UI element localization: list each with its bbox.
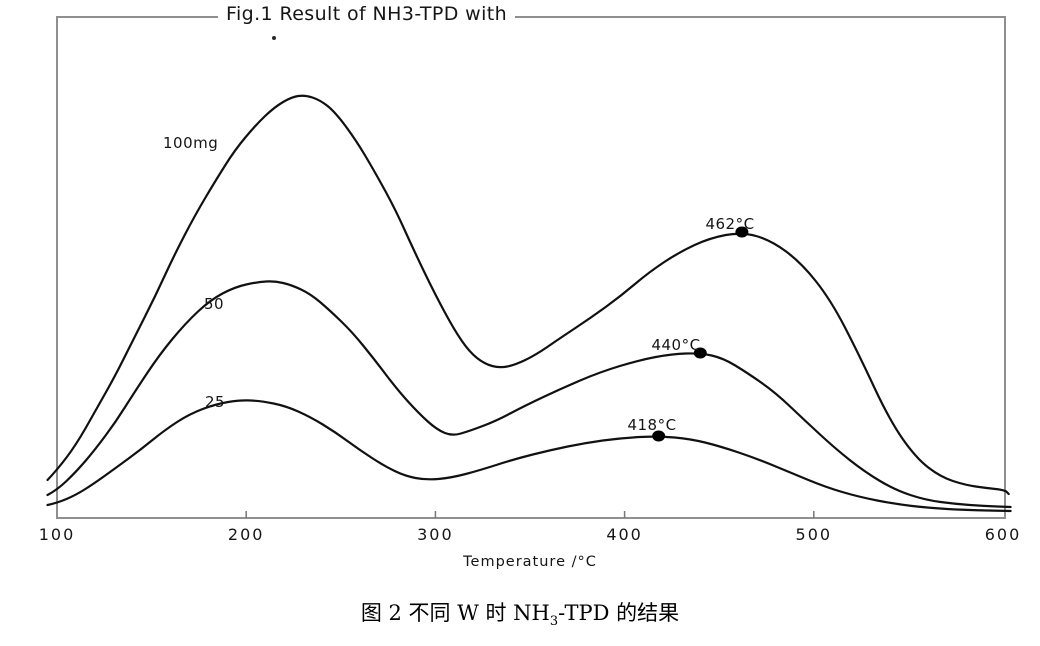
peak-label-100mg: 462°C: [705, 215, 754, 233]
peak-label-50: 440°C: [651, 336, 700, 354]
peak-marker-100mg: [735, 226, 749, 238]
plot-frame: [56, 16, 1006, 519]
peak-label-25: 418°C: [627, 416, 676, 434]
series-label-50: 50: [204, 295, 224, 313]
x-tick-label: 600: [985, 525, 1022, 544]
series-label-100mg: 100mg: [163, 134, 218, 152]
series-label-25: 25: [205, 393, 225, 411]
peak-marker-50: [693, 347, 707, 359]
caption-suffix: -TPD 的结果: [558, 601, 680, 625]
series-curve-25: [46, 399, 1012, 513]
stray-mark: [272, 36, 276, 40]
x-tick-label: 100: [39, 525, 76, 544]
series-curve-50: [46, 280, 1012, 509]
figure-caption: 图 2 不同 W 时 NH3-TPD 的结果: [0, 597, 1040, 629]
x-tick-label: 200: [228, 525, 265, 544]
peak-marker-25: [652, 430, 666, 442]
x-axis-label: Temperature /°C: [462, 554, 597, 570]
series-curve-100mg: [46, 94, 1010, 496]
chart-title: Fig.1 Result of NH3-TPD with: [218, 3, 516, 25]
x-tick-label: 400: [606, 525, 643, 544]
caption-prefix: 图 2 不同 W 时 NH: [360, 601, 550, 625]
x-tick-label: 500: [796, 525, 833, 544]
x-tick-label: 300: [417, 525, 454, 544]
caption-subscript: 3: [549, 614, 559, 630]
